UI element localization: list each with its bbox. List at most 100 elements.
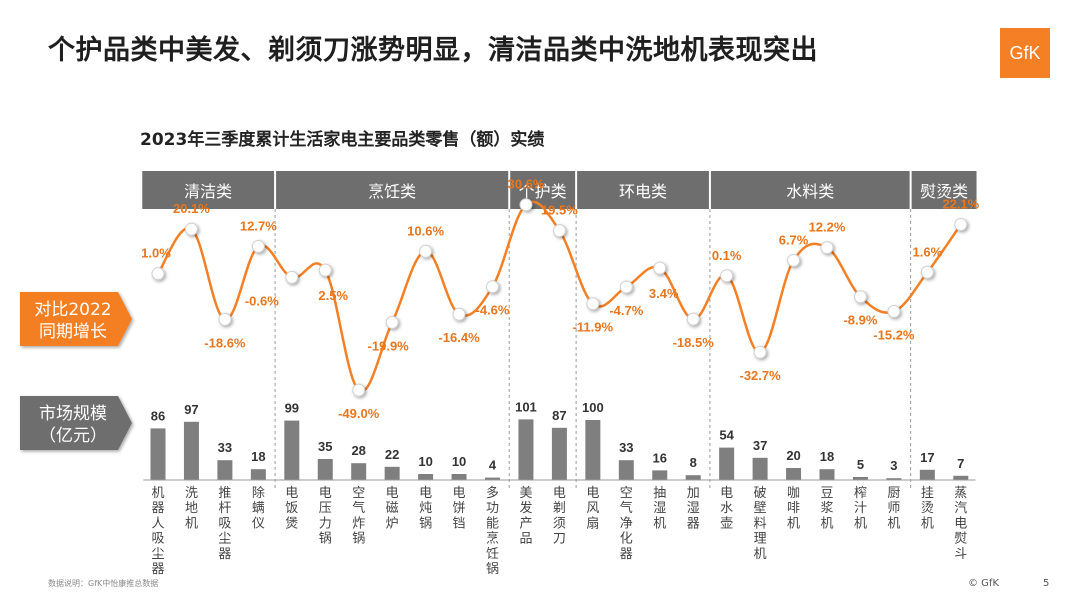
market-value-label: 99: [285, 401, 299, 416]
group-band-1: [276, 171, 509, 209]
market-value-label: 37: [753, 438, 767, 453]
market-bar: [485, 477, 500, 480]
growth-point: [887, 304, 901, 318]
growth-value-label: -4.6%: [476, 303, 510, 318]
market-bar: [284, 420, 300, 480]
market-value-label: 16: [653, 450, 667, 465]
growth-point: [920, 265, 934, 279]
growth-point: [285, 270, 299, 284]
growth-value-label: -16.4%: [438, 330, 480, 345]
growth-value-label: -49.0%: [338, 406, 380, 421]
growth-row-label-arrow: [20, 292, 132, 346]
market-value-label: 101: [515, 399, 537, 414]
growth-value-label: -18.6%: [204, 335, 246, 350]
growth-point: [753, 345, 767, 359]
market-value-label: 100: [582, 400, 604, 415]
category-label: 空气净化器: [620, 486, 633, 562]
category-label: 破壁料理机: [754, 486, 767, 562]
category-label: 蒸汽电熨斗: [954, 486, 967, 562]
growth-value-label: 2.5%: [318, 288, 348, 303]
market-bar: [852, 477, 868, 480]
growth-value-label: 12.2%: [809, 220, 846, 235]
growth-point: [184, 222, 198, 236]
market-value-label: 35: [318, 439, 332, 454]
growth-value-label: 6.7%: [779, 232, 809, 247]
growth-point: [218, 312, 232, 326]
category-label: 洗地机: [185, 486, 198, 531]
growth-point: [486, 280, 499, 294]
growth-value-label: 3.4%: [649, 286, 679, 301]
market-value-label: 28: [351, 443, 365, 458]
market-value-label: 33: [218, 440, 232, 455]
growth-point: [151, 267, 165, 281]
market-bar: [551, 427, 567, 480]
category-label: 除螨仪: [252, 486, 265, 531]
category-label: 电剃须刀: [553, 486, 566, 547]
market-bar: [786, 468, 802, 480]
gfk-logo: GfK: [1000, 28, 1050, 78]
growth-point: [251, 239, 265, 253]
market-value-label: 8: [690, 455, 697, 470]
market-bar: [685, 475, 701, 480]
category-label: 电炖锅: [419, 486, 432, 531]
market-bar: [317, 459, 333, 480]
market-value-label: 20: [786, 448, 800, 463]
market-value-label: 10: [418, 454, 432, 469]
category-label: 推杆吸尘器: [218, 486, 231, 562]
market-bar: [250, 469, 266, 480]
market-value-label: 33: [619, 440, 633, 455]
growth-value-label: 19.5%: [541, 203, 578, 218]
market-value-label: 87: [552, 408, 566, 423]
page-title: 个护品类中美发、剃须刀涨势明显，清洁品类中洗地机表现突出: [48, 35, 818, 66]
growth-row-label-text: 同期增长: [39, 322, 107, 342]
market-bar: [518, 419, 534, 480]
growth-point: [318, 263, 332, 277]
growth-point: [419, 244, 433, 258]
growth-point: [619, 280, 633, 294]
growth-value-label: 1.0%: [141, 246, 171, 261]
growth-point: [385, 315, 399, 329]
category-label: 电压力锅: [319, 486, 332, 547]
growth-point: [653, 261, 667, 275]
market-bar: [351, 463, 367, 480]
market-bar: [886, 478, 902, 480]
growth-row-label-text: 对比2022: [34, 300, 111, 320]
market-bar: [418, 474, 434, 480]
category-label: 咖啡机: [787, 486, 800, 531]
market-bar: [451, 474, 467, 480]
category-label: 豆浆机: [820, 486, 833, 531]
growth-value-label: -15.2%: [873, 327, 915, 342]
growth-point: [586, 297, 600, 311]
category-label: 抽湿机: [653, 486, 666, 531]
growth-value-label: -32.7%: [739, 368, 781, 383]
category-label: 机器人吸尘器: [151, 486, 164, 577]
market-value-label: 18: [820, 449, 834, 464]
growth-value-label: -4.7%: [609, 303, 643, 318]
growth-value-label: 1.6%: [913, 244, 943, 259]
market-value-label: 10: [452, 454, 466, 469]
growth-value-label: -18.5%: [673, 335, 715, 350]
category-label: 榨汁机: [854, 485, 867, 531]
category-label: 电风扇: [586, 486, 599, 531]
category-label: 电磁炉: [386, 486, 399, 531]
growth-value-label: -19.9%: [368, 338, 410, 353]
group-band-4: [710, 171, 910, 209]
growth-point: [820, 241, 834, 255]
category-label: 电水壶: [720, 486, 733, 531]
market-bar: [919, 469, 935, 480]
market-bar: [953, 475, 969, 480]
category-label: 挂烫机: [921, 486, 934, 531]
market-bar: [652, 470, 668, 480]
market-value-label: 17: [920, 450, 934, 465]
market-bar: [819, 469, 835, 480]
growth-value-label: 10.6%: [407, 223, 444, 238]
growth-value-label: 30.6%: [508, 177, 545, 192]
market-row-label-arrow: [20, 396, 132, 450]
market-value-label: 22: [385, 447, 399, 462]
growth-point: [720, 269, 734, 283]
growth-point: [954, 218, 968, 232]
market-bar: [752, 457, 768, 480]
copyright: © GfK: [968, 578, 1000, 589]
market-value-label: 7: [957, 456, 964, 471]
